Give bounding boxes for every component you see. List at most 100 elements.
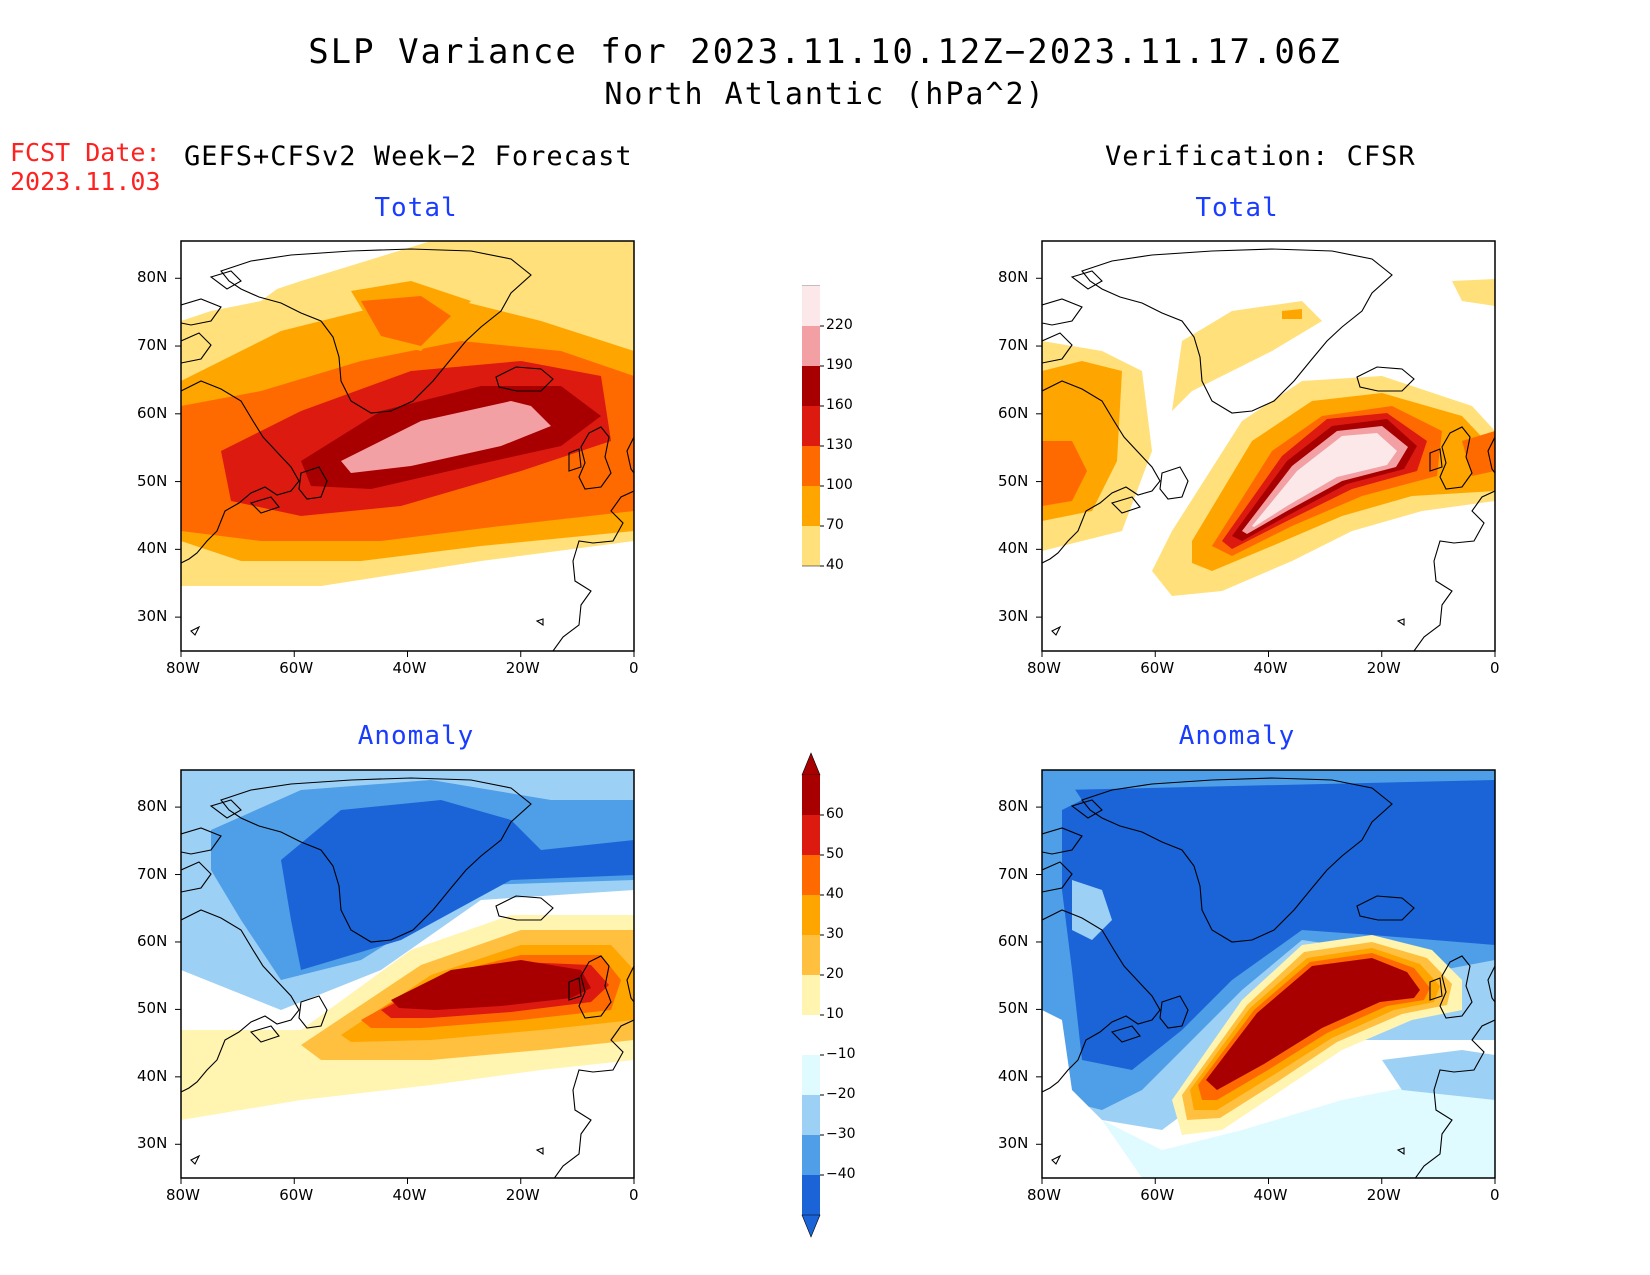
colorbar-level-label: 130 [826,437,853,453]
lat-label: 40N [998,1066,1029,1085]
colorbar-level-label: 100 [826,477,853,493]
lat-label: 40N [998,539,1029,558]
lon-label: 0 [1490,1186,1500,1204]
map-verification-total [1042,241,1495,651]
lon-label: 80W [1027,659,1061,677]
colorbar-level-label: 190 [826,357,853,373]
colorbar-level-label: −10 [826,1046,856,1062]
colorbar-level-label: 70 [826,517,844,533]
colorbar-bottom-triangle [801,1214,821,1238]
lat-label: 30N [137,607,168,626]
lon-label: 80W [166,659,200,677]
lon-label: 60W [279,1186,314,1204]
colorbar-swatch [802,446,820,486]
lon-label: 20W [1366,1186,1401,1204]
lat-label: 70N [137,864,168,883]
colorbar-level-label: 160 [826,397,853,413]
lon-label: 0 [629,1186,639,1204]
colorbar-level-label: 10 [826,1006,844,1022]
lon-label: 40W [1253,659,1288,677]
lat-label: 40N [137,539,168,558]
colorbar-swatch [802,1015,820,1055]
colorbar-level-label: 40 [826,557,844,573]
lat-label: 50N [998,471,1029,490]
colorbar-top-triangle [801,752,821,776]
colorbar-swatch [802,775,820,815]
lat-label: 80N [137,797,168,816]
colorbar-level-label: 30 [826,926,844,942]
lon-label: 80W [1027,1186,1061,1204]
colorbar-level-label: 40 [826,886,844,902]
lon-label: 0 [1490,659,1500,677]
lat-label: 60N [998,931,1029,950]
lat-label: 30N [998,607,1029,626]
colorbar-level-label: 50 [826,846,844,862]
colorbar-swatch [802,1095,820,1135]
lon-label: 40W [1253,1186,1288,1204]
colorbar-swatch [802,895,820,935]
lon-label: 40W [392,1186,427,1204]
panel-title-bottom-left: Anomaly [357,721,475,751]
lat-label: 80N [137,268,168,287]
panel-title-top-left: Total [374,193,458,223]
lon-label: 20W [505,1186,540,1204]
colorbar-swatch [802,815,820,855]
left-column-title: GEFS+CFSv2 Week−2 Forecast [184,141,633,172]
lat-label: 60N [137,931,168,950]
lat-label: 70N [137,336,168,355]
colorbar-level-label: −20 [826,1086,856,1102]
map-forecast-anomaly [181,770,634,1178]
map-verification-anomaly [1042,770,1495,1178]
lat-label: 30N [998,1134,1029,1153]
lat-label: 50N [998,999,1029,1018]
lat-label: 30N [137,1134,168,1153]
lon-label: 60W [1140,659,1175,677]
map-forecast-total [181,241,634,651]
figure-title: SLP Variance for 2023.11.10.12Z−2023.11.… [308,32,1342,72]
panel-title-top-right: Total [1195,193,1279,223]
lat-label: 40N [137,1066,168,1085]
colorbar-level-label: −30 [826,1126,856,1142]
forecast-date: FCST Date: 2023.11.03 [10,138,161,196]
colorbar-anomaly [801,752,824,1238]
forecast-date-value: 2023.11.03 [10,167,161,196]
lon-label: 20W [505,659,540,677]
lon-label: 20W [1366,659,1401,677]
colorbar-swatch [802,486,820,526]
lon-label: 40W [392,659,427,677]
colorbar-swatch [802,935,820,975]
colorbar-swatch [802,1055,820,1095]
forecast-date-label: FCST Date: [10,138,161,167]
colorbar-swatch [802,406,820,446]
axis-ticks [175,277,1496,1184]
lat-label: 70N [998,864,1029,883]
colorbar-swatch [802,1135,820,1175]
figure-subtitle: North Atlantic (hPa^2) [604,77,1046,112]
colorbar-level-label: 20 [826,966,844,982]
lat-label: 60N [137,403,168,422]
colorbar-total [802,285,824,567]
lon-label: 60W [279,659,314,677]
lon-label: 0 [629,659,639,677]
colorbar-swatch [802,286,820,326]
lat-label: 60N [998,403,1029,422]
lat-label: 80N [998,268,1029,287]
colorbar-swatch [802,366,820,406]
colorbar-swatch [802,326,820,366]
colorbar-swatch [802,855,820,895]
lat-label: 70N [998,336,1029,355]
colorbar-level-label: 60 [826,806,844,822]
lat-label: 80N [998,797,1029,816]
lon-label: 60W [1140,1186,1175,1204]
colorbar-swatch [802,1175,820,1215]
lat-label: 50N [137,471,168,490]
panel-title-bottom-right: Anomaly [1178,721,1296,751]
lon-label: 80W [166,1186,200,1204]
lat-label: 50N [137,999,168,1018]
colorbar-level-label: −40 [826,1166,856,1182]
colorbar-swatch [802,975,820,1015]
colorbar-swatch [802,526,820,566]
right-column-title: Verification: CFSR [1105,141,1416,172]
colorbar-level-label: 220 [826,317,853,333]
